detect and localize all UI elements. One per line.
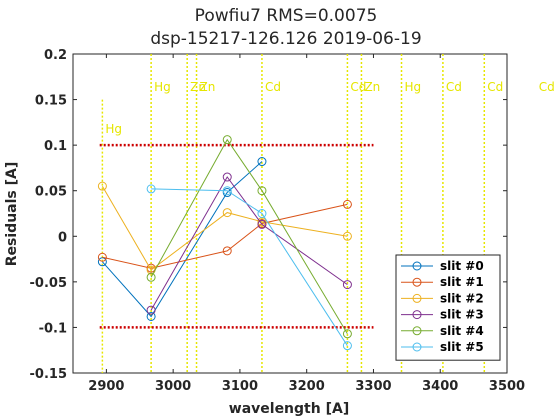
x-axis-label: wavelength [A] xyxy=(229,401,349,417)
legend-box xyxy=(395,254,501,361)
data-point xyxy=(146,184,156,194)
data-point xyxy=(342,199,352,209)
lamp-line-label: Cd xyxy=(265,80,281,94)
y-tick-label: -0.1 xyxy=(39,321,67,336)
lamp-line-label: Hg xyxy=(405,80,422,94)
data-point xyxy=(222,246,232,256)
x-tick-label: 3200 xyxy=(289,379,325,394)
y-tick-label: -0.15 xyxy=(30,367,67,382)
data-point xyxy=(257,186,267,196)
legend-entry: slit #2 xyxy=(440,291,484,305)
y-tick-label: 0.2 xyxy=(44,48,67,63)
x-tick-label: 3500 xyxy=(489,379,525,394)
y-axis-label: Residuals [A] xyxy=(4,162,20,266)
series-line xyxy=(150,138,348,335)
data-point xyxy=(342,231,352,241)
data-point xyxy=(222,208,232,218)
data-point xyxy=(222,135,232,145)
data-point xyxy=(257,157,267,167)
lamp-line-label: Zn xyxy=(364,80,380,94)
data-point xyxy=(342,341,352,351)
legend-swatch-marker xyxy=(412,261,422,271)
legend-entry: slit #3 xyxy=(440,308,484,322)
y-tick-label: 0 xyxy=(58,230,67,245)
x-tick-label: 2900 xyxy=(88,379,124,394)
data-point xyxy=(257,219,267,229)
legend-swatch-marker xyxy=(412,342,422,352)
legend-entry: slit #5 xyxy=(440,340,484,354)
series-line xyxy=(151,188,348,346)
legend-swatch-marker xyxy=(412,293,422,303)
chart-title-line-1: Powfiu7 RMS=0.0075 xyxy=(195,6,378,26)
lamp-line-label: Zn xyxy=(190,80,206,94)
data-point xyxy=(257,209,267,218)
lamp-line-label: Cd xyxy=(446,80,462,94)
data-point xyxy=(146,305,156,315)
legend-entry: slit #4 xyxy=(440,324,484,338)
legend-entry: slit #0 xyxy=(440,259,484,273)
x-tick-label: 3100 xyxy=(222,379,258,394)
data-point xyxy=(342,280,352,290)
data-point xyxy=(222,172,232,182)
x-tick-label: 3400 xyxy=(422,379,458,394)
plot-area: 2900 3000 3100 3200 3300 3400 3500 -0.15 -0.1 -0.… xyxy=(30,48,555,394)
series-line xyxy=(102,161,263,318)
series-line xyxy=(102,203,348,269)
lamp-line-label: Zn xyxy=(200,80,216,94)
series-line xyxy=(150,176,348,311)
legend: slit #0 slit #1 slit #2 slit #3 slit #4 slit … xyxy=(395,254,501,361)
lamp-line-label: Cd xyxy=(350,80,366,94)
y-tick-label: 0.1 xyxy=(44,139,67,154)
data-point xyxy=(146,272,156,282)
lamp-line-label: Cd xyxy=(487,80,503,94)
data-point xyxy=(146,311,156,321)
legend-swatch-marker xyxy=(412,310,422,320)
data-point xyxy=(97,252,107,262)
y-tick-label: 0.05 xyxy=(35,185,67,200)
lamp-line-label: Hg xyxy=(105,122,122,136)
data-point xyxy=(97,181,107,191)
x-tick-label: 3300 xyxy=(355,379,391,394)
lamp-line-label: Cd xyxy=(539,80,555,94)
data-point xyxy=(97,257,107,267)
series-group xyxy=(97,135,352,351)
series-line xyxy=(101,185,348,271)
chart-title-line-2: dsp-15217-126.126 2019-06-19 xyxy=(150,29,421,49)
legend-swatch-marker xyxy=(412,326,422,336)
legend-swatch-marker xyxy=(412,277,422,287)
y-tick-label: 0.15 xyxy=(35,94,67,109)
x-tick-label: 3000 xyxy=(155,379,191,394)
legend-entry: slit #1 xyxy=(440,275,484,289)
lamp-line-label: Hg xyxy=(154,80,171,94)
data-point xyxy=(222,186,232,196)
data-point xyxy=(342,329,352,339)
y-tick-label: -0.05 xyxy=(30,276,67,291)
